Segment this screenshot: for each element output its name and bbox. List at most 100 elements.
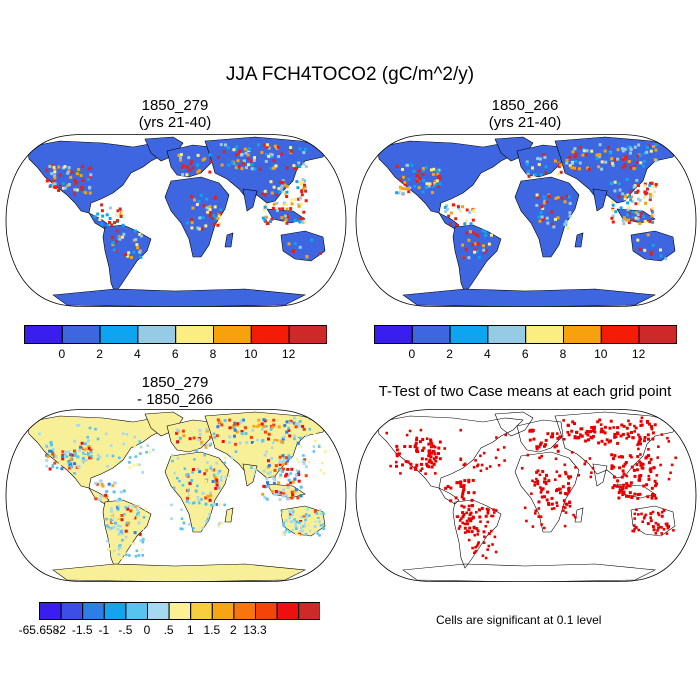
continent-shape (494, 411, 534, 437)
colorbar-box (276, 602, 300, 620)
colorbar-tick-label: -1 (98, 623, 110, 637)
continent-shape (52, 288, 307, 307)
colorbar-tick-label: 4 (484, 347, 491, 361)
colorbar-box (61, 325, 101, 344)
colorbar-tick-label: 1.5 (203, 623, 221, 637)
continent-shape (516, 419, 564, 453)
continent-shape (376, 415, 524, 489)
colorbar-tick-label: 6 (521, 347, 529, 361)
colorbar-tick-label: 6 (171, 347, 179, 361)
colorbar-tick-label: 8 (209, 347, 217, 361)
colorbar-tick-label: -65.658 (18, 623, 60, 637)
colorbar-box (250, 325, 290, 344)
colorbar-tick-label: 12 (281, 347, 296, 361)
continent-shape (224, 232, 234, 248)
colorbar-box (298, 602, 320, 620)
colorbar-tick-label: 12 (631, 347, 646, 361)
colorbar-box (60, 602, 84, 620)
continent-shape (166, 144, 214, 178)
colorbar-box (411, 325, 451, 344)
colorbar-box (99, 325, 139, 344)
colorbar-diff: -65.658 -2 -1.5 -1 -.5 0 .5 1 1.5 2 13.3 (19, 602, 320, 642)
colorbar-tick-label: 1 (186, 623, 194, 637)
panel-title-3-line2: - 1850_266 (137, 391, 213, 408)
continent-shape (592, 188, 608, 212)
colorbar-box (288, 325, 327, 344)
continent-shape (52, 563, 307, 582)
colorbar-tick-label: .5 (163, 623, 174, 637)
colorbar-box (233, 602, 256, 620)
map-outline (355, 134, 697, 307)
colorbar-tick-label: 10 (244, 347, 258, 361)
colorbar-box (449, 325, 489, 344)
continent-shape (280, 230, 326, 262)
continent-shape (452, 224, 502, 294)
panel-title-2-line2: (yrs 21-40) (488, 114, 562, 131)
panel-title-4: T-Test of two Case means at each grid po… (350, 383, 700, 400)
colorbar-tick-label: 10 (594, 347, 608, 361)
colorbar-box (24, 325, 63, 344)
figure-title: JJA FCH4TOCO2 (gC/m^2/y) (225, 64, 475, 85)
map-panel-2 (355, 134, 697, 307)
colorbar-tick-label: 0 (408, 347, 416, 361)
colorbar-box (213, 325, 252, 344)
continent-shape (224, 507, 234, 523)
colorbar-panel-2-boxes (374, 325, 677, 344)
colorbar-tick-label: -1.5 (71, 623, 93, 637)
colorbar-tick-label: 8 (559, 347, 567, 361)
colorbar-box (168, 602, 192, 620)
panel-title-4-line1: T-Test of two Case means at each grid po… (378, 383, 672, 400)
panel-title-2-line1: 1850_266 (491, 97, 559, 114)
panel-title-3-line1: 1850_279 (141, 374, 209, 391)
panel-title-3: 1850_279 - 1850_266 (25, 374, 325, 408)
continent-shape (102, 224, 152, 294)
colorbar-box (525, 325, 564, 344)
colorbar-box (487, 325, 527, 344)
colorbar-box (103, 602, 127, 620)
continent-shape (592, 463, 608, 487)
map-outline (5, 409, 347, 582)
continent-shape (402, 288, 657, 307)
map-panel-3 (5, 409, 347, 582)
colorbar-tick-label: 0 (58, 347, 66, 361)
continent-shape (574, 507, 584, 523)
colorbar-tick-label: -.5 (118, 623, 133, 637)
colorbar-tick-label: 2 (446, 347, 453, 361)
colorbar-box (137, 325, 177, 344)
continent-shape (574, 232, 584, 248)
colorbar-box (82, 602, 105, 620)
colorbar-box (190, 602, 213, 620)
colorbar-box (255, 602, 278, 620)
panel-title-1-line1: 1850_279 (141, 97, 209, 114)
colorbar-box (563, 325, 602, 344)
colorbar-panel-1: 0 2 4 6 8 10 12 (24, 325, 327, 365)
colorbar-tick-label: 2 (96, 347, 103, 361)
panel-title-2: 1850_266 (yrs 21-40) (375, 97, 675, 131)
map-outline (355, 409, 697, 582)
colorbar-panel-2: 0 2 4 6 8 10 12 (374, 325, 677, 365)
colorbar-box (175, 325, 214, 344)
map-panel-1 (5, 134, 347, 307)
ttest-note: Cells are significant at 0.1 level (436, 613, 602, 627)
colorbar-box (125, 602, 149, 620)
continent-shape (242, 188, 258, 212)
colorbar-box (600, 325, 640, 344)
colorbar-tick-label: 13.3 (243, 623, 267, 637)
continent-shape (402, 563, 657, 582)
colorbar-box (374, 325, 413, 344)
continent-shape (514, 451, 580, 533)
colorbar-tick-label: 2 (230, 623, 237, 637)
continent-shape (242, 463, 258, 487)
colorbar-tick-label: 0 (143, 623, 151, 637)
continent-shape (630, 505, 676, 537)
map-outline (5, 134, 347, 307)
continent-shape (516, 144, 564, 178)
colorbar-tick-label: -2 (55, 623, 66, 637)
colorbar-tick-label: 4 (134, 347, 141, 361)
continent-shape (164, 176, 230, 258)
colorbar-panel-1-boxes (24, 325, 327, 344)
panel-title-1-line2: (yrs 21-40) (138, 114, 212, 131)
colorbar-box (211, 602, 235, 620)
map-panel-4 (355, 409, 697, 582)
panel-title-1: 1850_279 (yrs 21-40) (25, 97, 325, 131)
